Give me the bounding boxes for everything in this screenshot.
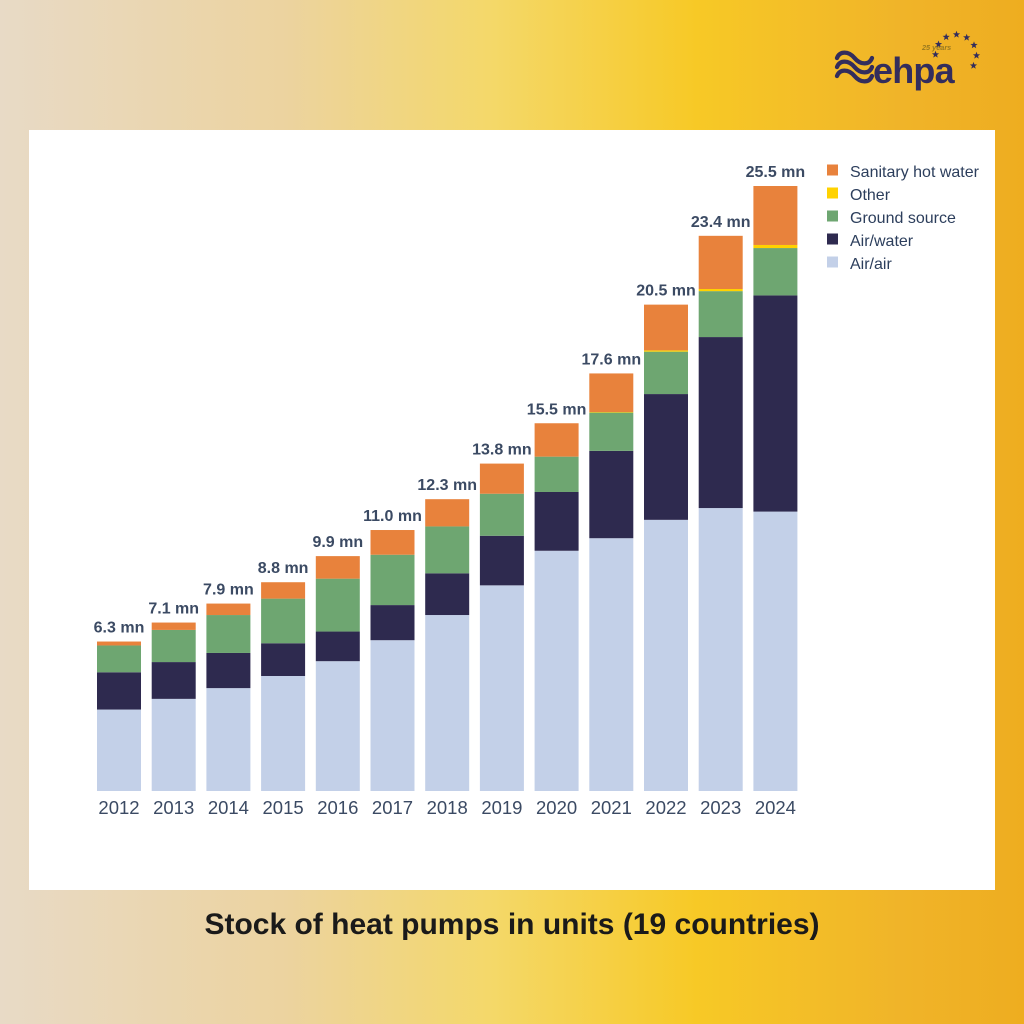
svg-text:25 years: 25 years: [921, 43, 951, 52]
svg-text:ehpa: ehpa: [873, 50, 956, 91]
